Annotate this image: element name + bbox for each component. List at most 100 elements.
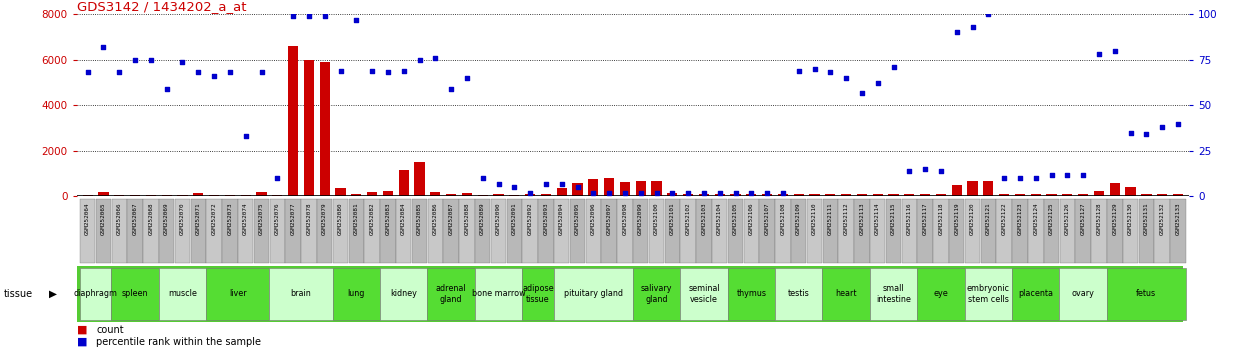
FancyBboxPatch shape (523, 268, 554, 320)
Text: GSM252084: GSM252084 (402, 202, 407, 235)
Point (315, 13, 335, 19)
FancyBboxPatch shape (158, 268, 206, 320)
FancyBboxPatch shape (838, 199, 854, 263)
Bar (162, 195, 172, 196)
Bar (889, 194, 899, 196)
Text: GSM252069: GSM252069 (164, 202, 169, 235)
Text: GSM252074: GSM252074 (243, 202, 248, 235)
FancyBboxPatch shape (586, 199, 601, 263)
Text: bone marrow: bone marrow (472, 289, 525, 298)
Bar (241, 195, 251, 196)
Bar (335, 188, 346, 196)
Text: eye: eye (933, 289, 948, 298)
Point (520, 190, 540, 196)
Point (252, 70, 272, 75)
Point (157, 86, 177, 92)
Point (1073, 172, 1093, 177)
FancyBboxPatch shape (316, 199, 332, 263)
Text: GSM252095: GSM252095 (575, 202, 580, 235)
Point (662, 190, 682, 196)
Text: GSM252090: GSM252090 (496, 202, 501, 235)
FancyBboxPatch shape (933, 199, 949, 263)
FancyBboxPatch shape (253, 199, 269, 263)
Text: GSM252101: GSM252101 (670, 202, 675, 235)
Bar (1015, 194, 1025, 196)
FancyBboxPatch shape (1170, 199, 1185, 263)
Bar (619, 182, 630, 196)
Point (868, 81, 887, 86)
Bar (999, 194, 1010, 196)
Text: ■: ■ (77, 325, 87, 335)
Bar (698, 194, 709, 196)
Bar (1078, 194, 1089, 196)
Bar (1047, 194, 1057, 196)
Bar (1141, 194, 1152, 196)
FancyBboxPatch shape (759, 199, 775, 263)
Point (837, 75, 857, 81)
FancyBboxPatch shape (822, 268, 870, 320)
Text: heart: heart (836, 289, 857, 298)
FancyBboxPatch shape (570, 199, 586, 263)
FancyBboxPatch shape (349, 199, 365, 263)
FancyBboxPatch shape (1107, 199, 1122, 263)
Bar (1062, 194, 1073, 196)
FancyBboxPatch shape (412, 199, 428, 263)
FancyBboxPatch shape (206, 199, 221, 263)
Text: GSM252110: GSM252110 (812, 202, 817, 235)
Text: ovary: ovary (1072, 289, 1095, 298)
Point (441, 86, 461, 92)
Point (78, 70, 98, 75)
FancyBboxPatch shape (965, 199, 980, 263)
FancyBboxPatch shape (1012, 268, 1059, 320)
FancyBboxPatch shape (1028, 199, 1043, 263)
Bar (968, 181, 978, 196)
Bar (304, 60, 314, 196)
Bar (730, 194, 740, 196)
Point (330, 68, 350, 74)
FancyBboxPatch shape (775, 268, 822, 320)
FancyBboxPatch shape (1138, 199, 1154, 263)
Bar (826, 194, 836, 196)
Point (409, 57, 429, 63)
Point (772, 190, 792, 196)
FancyBboxPatch shape (538, 199, 554, 263)
Text: liver: liver (229, 289, 247, 298)
Text: GSM252126: GSM252126 (1065, 202, 1070, 235)
FancyBboxPatch shape (379, 268, 428, 320)
FancyBboxPatch shape (460, 199, 475, 263)
Bar (936, 194, 946, 196)
Bar (747, 194, 756, 196)
Text: GSM252133: GSM252133 (1175, 202, 1180, 235)
Text: GSM252088: GSM252088 (465, 202, 470, 235)
Point (1089, 51, 1109, 57)
Bar (146, 195, 156, 196)
Point (141, 57, 161, 63)
Bar (383, 191, 393, 196)
FancyBboxPatch shape (239, 199, 253, 263)
FancyBboxPatch shape (222, 199, 237, 263)
Point (551, 181, 571, 187)
FancyBboxPatch shape (996, 199, 1012, 263)
Text: GSM252081: GSM252081 (353, 202, 358, 235)
Text: GSM252124: GSM252124 (1033, 202, 1038, 235)
FancyBboxPatch shape (633, 268, 680, 320)
Text: GSM252098: GSM252098 (623, 202, 628, 235)
FancyBboxPatch shape (332, 199, 349, 263)
Bar (430, 192, 440, 196)
FancyBboxPatch shape (111, 199, 127, 263)
Point (742, 190, 761, 196)
Point (884, 64, 904, 70)
Bar (1126, 187, 1136, 196)
Text: seminal
vesicle: seminal vesicle (688, 284, 719, 303)
Bar (541, 194, 551, 196)
FancyBboxPatch shape (190, 199, 206, 263)
Bar (256, 192, 267, 196)
Point (616, 190, 635, 196)
Bar (873, 194, 883, 196)
FancyBboxPatch shape (1154, 199, 1170, 263)
Bar (446, 194, 456, 196)
FancyBboxPatch shape (1059, 268, 1107, 320)
FancyBboxPatch shape (491, 199, 507, 263)
Point (963, 24, 983, 30)
Bar (320, 62, 330, 196)
